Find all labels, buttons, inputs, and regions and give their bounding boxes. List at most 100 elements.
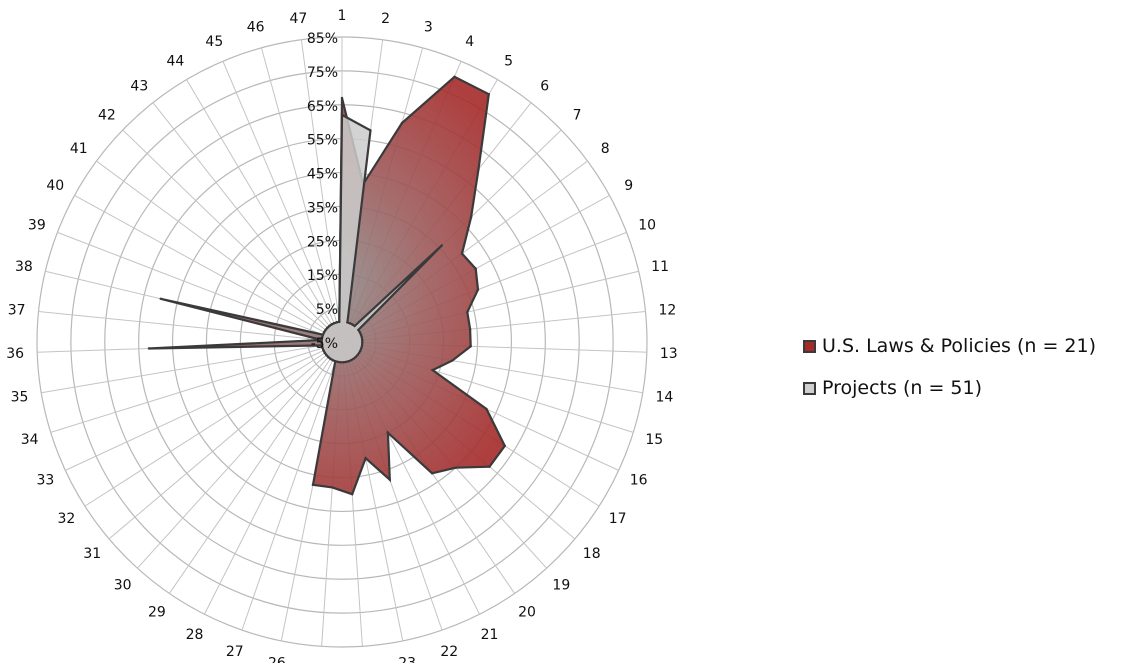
- data-point-laws-9: [474, 267, 477, 270]
- data-point-projects-36: [320, 341, 323, 344]
- data-point-laws-36: [147, 347, 151, 350]
- data-point-laws-4: [453, 75, 456, 79]
- category-label: 36: [6, 346, 24, 362]
- grid-spoke: [122, 129, 343, 343]
- data-point-laws-38: [159, 297, 162, 300]
- category-label: 16: [630, 473, 648, 489]
- legend-label-projects: Projects (n = 51): [822, 377, 982, 399]
- data-point-projects-26: [336, 360, 340, 364]
- category-label: 14: [656, 389, 674, 405]
- data-point-projects-22: [347, 360, 350, 363]
- data-point-projects-18: [356, 353, 359, 357]
- tick-label: 65%: [307, 99, 338, 115]
- category-label: 29: [148, 605, 166, 621]
- data-point-projects-10: [359, 333, 363, 336]
- category-label: 22: [440, 644, 458, 660]
- category-label: 19: [552, 578, 570, 594]
- data-point-laws-21: [386, 431, 390, 434]
- category-label: 31: [83, 546, 101, 562]
- data-point-projects-14: [360, 344, 364, 347]
- data-point-laws-16: [485, 407, 488, 411]
- grid-spoke: [137, 341, 343, 569]
- category-label: 18: [583, 546, 601, 562]
- data-point-projects-30: [327, 355, 330, 359]
- data-point-projects-12: [361, 338, 364, 342]
- data-point-laws-26: [311, 483, 315, 487]
- category-label: 26: [268, 655, 286, 663]
- category-label: 8: [601, 141, 610, 157]
- data-point-projects-41: [324, 328, 327, 332]
- data-point-projects-25: [339, 361, 342, 364]
- tick-label: 5%: [316, 302, 338, 318]
- data-point-projects-7: [440, 244, 444, 247]
- category-label: 39: [28, 217, 46, 233]
- data-point-projects-24: [342, 361, 345, 364]
- data-point-laws-19: [454, 466, 457, 469]
- grid-spoke: [84, 341, 343, 507]
- category-label: 5: [504, 54, 513, 70]
- data-point-projects-43: [328, 324, 331, 328]
- category-label: 35: [11, 389, 29, 405]
- data-point-projects-1: [340, 113, 344, 117]
- category-label: 30: [114, 578, 132, 594]
- grid-spoke: [152, 102, 343, 343]
- data-point-projects-16: [359, 349, 362, 352]
- data-point-laws-11: [466, 310, 469, 314]
- category-label: 38: [15, 259, 33, 275]
- data-point-projects-42: [326, 326, 329, 330]
- category-label: 9: [624, 178, 633, 194]
- grid-spoke: [186, 79, 343, 343]
- category-label: 40: [46, 178, 64, 194]
- category-label: 1: [338, 8, 347, 24]
- legend-label-laws: U.S. Laws & Policies (n = 21): [822, 335, 1097, 357]
- tick-label: 85%: [307, 31, 338, 47]
- legend-swatch-laws: [803, 339, 816, 353]
- grid-spoke: [74, 194, 343, 343]
- grid-spoke: [38, 310, 343, 343]
- data-point-projects-44: [330, 323, 333, 326]
- tick-label: 15%: [307, 268, 338, 284]
- data-point-laws-6: [477, 167, 480, 171]
- legend-item-projects: Projects (n = 51): [803, 375, 1143, 401]
- data-point-laws-18: [488, 465, 491, 468]
- tick-label: 55%: [307, 133, 338, 149]
- data-point-laws-23: [364, 457, 367, 460]
- data-point-projects-15: [360, 346, 363, 350]
- data-point-projects-46: [335, 321, 338, 324]
- data-point-projects-19: [354, 355, 357, 359]
- category-label: 10: [638, 217, 656, 233]
- grid-spoke: [57, 231, 343, 343]
- grid-spoke: [241, 341, 343, 631]
- series-layer: [147, 75, 507, 496]
- category-label: 7: [573, 108, 582, 124]
- data-point-laws-8: [460, 252, 464, 255]
- category-label: 25: [311, 661, 329, 663]
- grid-spoke: [300, 39, 343, 343]
- category-label: 47: [290, 11, 308, 27]
- category-label: 12: [658, 302, 676, 318]
- legend-swatch-projects: [803, 381, 816, 395]
- data-point-projects-35: [320, 344, 324, 347]
- data-point-projects-23: [344, 360, 348, 364]
- category-label: 15: [645, 432, 663, 448]
- category-label: 27: [226, 644, 244, 660]
- category-label: 43: [130, 78, 148, 94]
- data-point-laws-10: [476, 288, 480, 291]
- data-point-laws-24: [350, 492, 354, 496]
- data-point-laws-25: [331, 486, 334, 489]
- data-point-projects-34: [321, 346, 324, 350]
- data-point-projects-20: [352, 357, 355, 360]
- grid-spoke: [50, 341, 343, 433]
- legend-item-laws: U.S. Laws & Policies (n = 21): [803, 333, 1143, 359]
- data-point-projects-17: [357, 351, 361, 355]
- data-point-projects-32: [323, 351, 327, 355]
- data-point-projects-3: [346, 321, 349, 324]
- data-point-laws-22: [388, 478, 392, 481]
- data-point-projects-45: [332, 322, 336, 325]
- category-label: 37: [8, 302, 26, 318]
- data-point-laws-12: [468, 327, 472, 331]
- category-label: 41: [70, 141, 88, 157]
- data-point-projects-40: [322, 331, 326, 334]
- tick-label: 75%: [307, 65, 338, 81]
- legend: U.S. Laws & Policies (n = 21) Projects (…: [803, 333, 1143, 417]
